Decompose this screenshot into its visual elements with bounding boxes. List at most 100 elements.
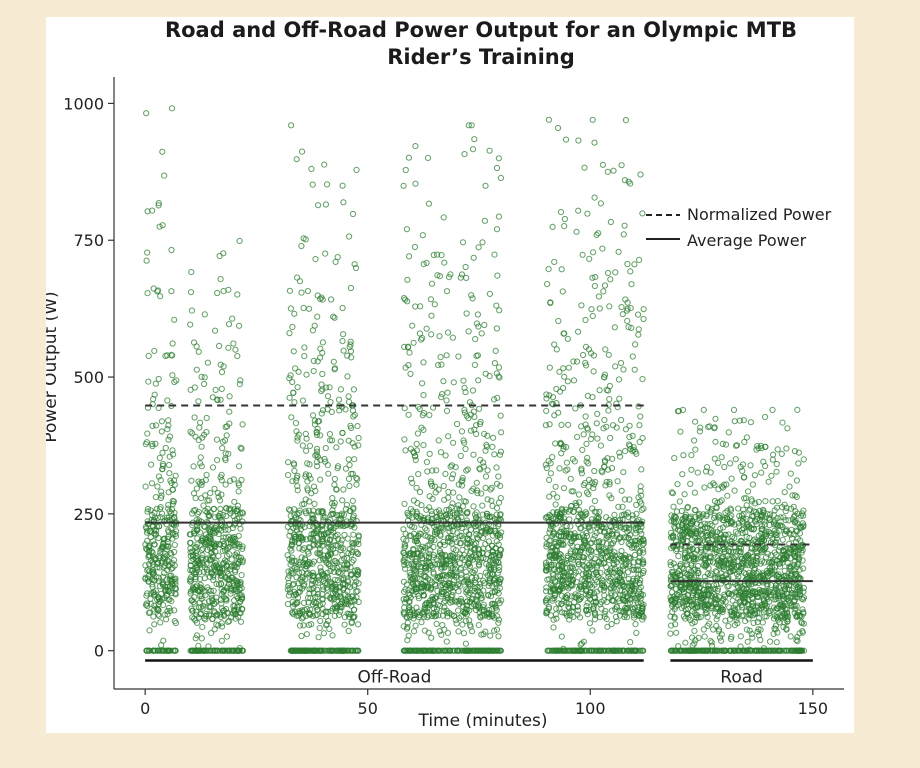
data-point xyxy=(192,560,199,567)
data-point xyxy=(286,330,293,337)
data-point xyxy=(562,136,570,143)
data-point xyxy=(464,466,471,473)
data-point xyxy=(635,326,642,333)
data-point xyxy=(455,588,462,595)
data-point xyxy=(353,588,360,595)
data-point xyxy=(320,577,327,585)
data-point xyxy=(423,325,430,332)
data-point xyxy=(239,647,246,654)
data-point xyxy=(731,418,738,425)
data-point xyxy=(331,557,338,565)
data-point xyxy=(237,618,245,625)
data-point xyxy=(156,564,163,571)
data-point xyxy=(230,602,237,610)
data-point xyxy=(411,628,418,635)
data-point xyxy=(353,481,360,488)
data-point xyxy=(494,394,501,401)
data-point xyxy=(694,469,701,476)
data-point xyxy=(474,490,481,497)
data-point xyxy=(171,378,178,386)
data-point xyxy=(346,461,353,469)
data-point xyxy=(455,628,462,635)
data-point xyxy=(477,466,484,473)
data-point xyxy=(225,321,233,328)
data-point xyxy=(299,546,306,553)
data-point xyxy=(339,497,346,504)
data-point xyxy=(151,391,158,398)
data-point xyxy=(496,451,504,458)
data-point xyxy=(543,584,550,591)
data-point xyxy=(347,422,354,429)
data-point xyxy=(348,598,355,606)
data-point xyxy=(402,364,409,371)
data-point xyxy=(191,647,198,654)
data-point xyxy=(578,302,585,309)
data-point xyxy=(332,542,339,549)
data-point xyxy=(187,531,194,538)
data-point xyxy=(187,576,194,583)
data-point xyxy=(310,507,317,514)
data-point xyxy=(224,585,231,592)
data-point xyxy=(560,485,568,492)
data-point xyxy=(492,604,499,611)
data-point xyxy=(346,584,353,591)
data-point xyxy=(171,541,178,549)
data-point xyxy=(588,306,595,313)
data-point xyxy=(285,506,292,513)
data-point xyxy=(329,510,336,517)
data-point xyxy=(491,396,498,403)
data-point xyxy=(322,458,329,465)
data-point xyxy=(294,483,301,490)
data-point xyxy=(233,560,240,567)
data-point xyxy=(158,492,165,499)
data-point xyxy=(293,558,300,565)
data-point xyxy=(193,366,200,373)
data-point xyxy=(322,445,329,452)
data-point xyxy=(779,536,786,543)
data-point xyxy=(218,566,226,573)
data-point xyxy=(461,409,468,416)
data-point xyxy=(163,566,171,574)
data-point xyxy=(159,222,166,229)
data-point xyxy=(305,569,312,577)
data-point xyxy=(462,389,469,396)
data-point xyxy=(482,447,489,454)
data-point xyxy=(208,591,215,598)
data-point xyxy=(298,289,305,296)
data-point xyxy=(200,539,207,546)
data-point xyxy=(162,444,169,452)
data-point xyxy=(550,624,557,631)
data-point xyxy=(353,548,360,556)
data-point xyxy=(212,327,219,334)
data-point xyxy=(318,387,325,395)
data-point xyxy=(212,386,219,393)
data-point xyxy=(349,210,357,218)
data-point xyxy=(306,442,314,449)
data-point xyxy=(311,647,318,654)
data-point xyxy=(204,359,211,366)
data-point xyxy=(238,476,245,484)
data-point xyxy=(191,414,198,421)
data-point xyxy=(189,614,196,621)
data-point xyxy=(340,331,347,338)
data-point xyxy=(565,364,572,371)
data-point xyxy=(605,269,612,277)
data-point xyxy=(459,621,466,628)
data-point xyxy=(447,463,454,470)
data-point xyxy=(210,573,217,580)
data-point xyxy=(606,396,613,403)
data-point xyxy=(159,449,166,456)
data-point xyxy=(350,504,357,511)
data-point xyxy=(153,527,160,535)
data-point xyxy=(465,122,472,129)
data-point xyxy=(340,199,347,206)
data-point xyxy=(412,143,419,150)
data-point xyxy=(355,621,362,628)
data-point xyxy=(166,470,173,477)
data-point xyxy=(315,634,322,641)
data-point xyxy=(157,504,164,511)
data-point xyxy=(291,461,298,468)
data-point xyxy=(543,407,550,414)
data-point xyxy=(636,422,643,429)
data-point xyxy=(165,417,172,424)
